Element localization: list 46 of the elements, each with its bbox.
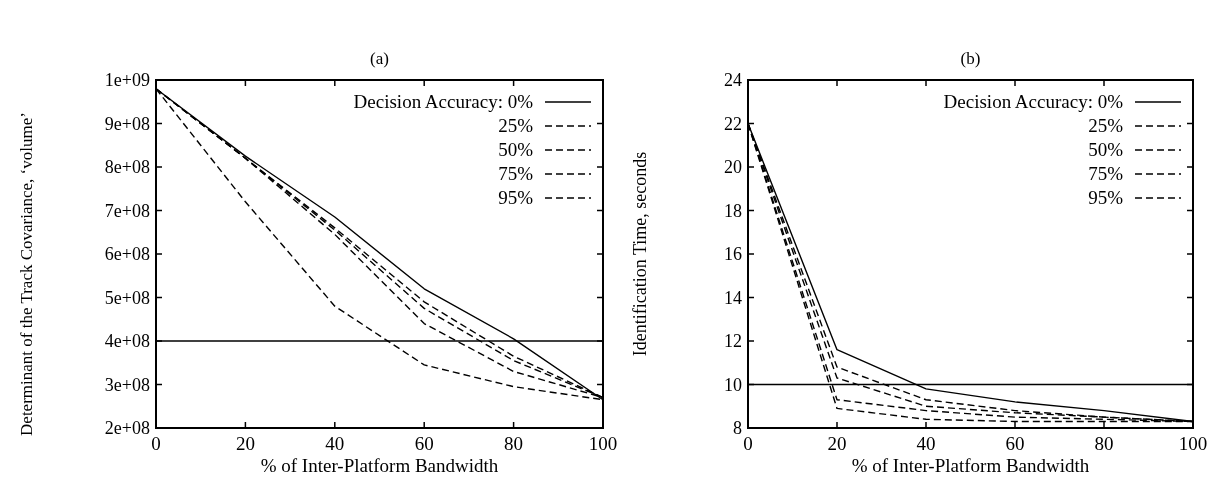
- y-tick-label: 8e+08: [104, 157, 150, 177]
- legend-label: Decision Accuracy: 0%: [353, 91, 534, 112]
- y-tick-label: 2e+08: [104, 418, 150, 438]
- x-tick-label: 80: [504, 433, 524, 454]
- y-tick-label: 22: [724, 113, 742, 134]
- y-tick-label: 4e+08: [104, 331, 150, 351]
- x-tick-label: 20: [827, 433, 847, 454]
- x-tick-label: 40: [916, 433, 936, 454]
- legend-label: Decision Accuracy: 0%: [943, 91, 1124, 112]
- y-tick-label: 9e+08: [104, 113, 150, 134]
- y-tick-label: 18: [724, 200, 742, 221]
- legend-label: 95%: [1088, 187, 1124, 208]
- x-tick-label: 60: [1005, 433, 1025, 454]
- y-tick-label: 8: [733, 418, 742, 438]
- x-tick-label: 0: [151, 433, 161, 454]
- x-tick-label: 40: [325, 433, 345, 454]
- y-axis-title: Identification Time, seconds: [630, 151, 650, 357]
- y-tick-label: 3e+08: [104, 374, 150, 395]
- chart-title: (b): [960, 49, 981, 68]
- legend-label: 25%: [1088, 115, 1124, 136]
- x-axis-title: % of Inter-Platform Bandwidth: [851, 455, 1090, 476]
- y-tick-label: 10: [724, 374, 742, 395]
- legend-label: 75%: [498, 163, 534, 184]
- legend-label: 95%: [498, 187, 534, 208]
- y-tick-label: 1e+09: [104, 70, 150, 90]
- x-tick-label: 100: [1178, 433, 1208, 454]
- x-tick-label: 100: [588, 433, 618, 454]
- y-axis-title: Determinant of the Track Covariance, ‘volume’: [17, 112, 36, 436]
- y-tick-label: 20: [724, 157, 742, 177]
- legend-label: 50%: [498, 139, 534, 160]
- chart-title: (a): [370, 49, 389, 68]
- legend-label: 75%: [1088, 163, 1124, 184]
- x-axis-title: % of Inter-Platform Bandwidth: [260, 455, 499, 476]
- legend-label: 25%: [498, 115, 534, 136]
- y-tick-label: 16: [724, 244, 742, 264]
- legend-label: 50%: [1088, 139, 1124, 160]
- x-tick-label: 0: [743, 433, 753, 454]
- y-tick-label: 14: [724, 287, 742, 308]
- y-tick-label: 6e+08: [104, 244, 150, 264]
- y-tick-label: 12: [724, 331, 742, 351]
- x-tick-label: 60: [414, 433, 434, 454]
- y-tick-label: 24: [724, 70, 742, 90]
- y-tick-label: 5e+08: [104, 287, 150, 308]
- y-tick-label: 7e+08: [104, 200, 150, 221]
- x-tick-label: 20: [235, 433, 255, 454]
- x-tick-label: 80: [1094, 433, 1114, 454]
